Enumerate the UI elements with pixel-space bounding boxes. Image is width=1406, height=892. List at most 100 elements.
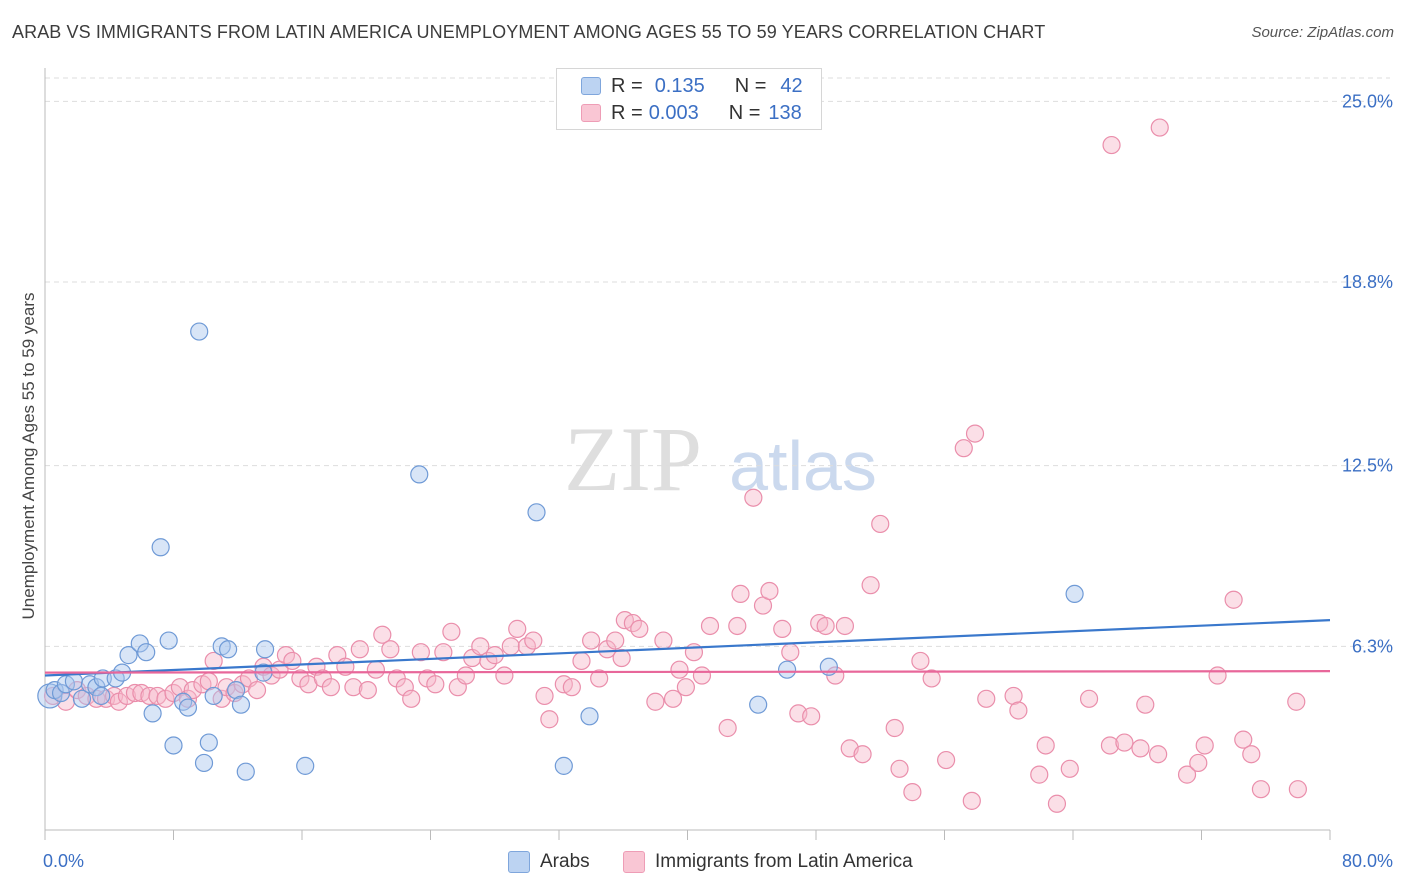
latam-point [835,616,855,636]
latam-point [700,616,720,636]
latam-point [1009,701,1028,720]
legend-item-latam[interactable]: Immigrants from Latin America [623,851,913,873]
latam-point [283,651,302,671]
latam-point [962,791,981,810]
latam-point [630,619,649,638]
latam-point [731,584,750,604]
latam-point [1131,739,1150,758]
latam-point [344,678,363,697]
latam-point [1030,765,1049,784]
latam-point [456,666,475,685]
arab-point [554,756,573,775]
latam-point [885,718,904,738]
latam-point [104,686,124,706]
arab-points [37,322,1084,781]
latam-point [612,648,631,668]
arab-point [72,689,92,708]
latam-point [402,689,421,708]
arab-point [296,756,315,775]
legend-item-arabs[interactable]: Arabs [508,851,590,873]
latam-point [247,680,267,700]
arab-point [255,640,275,659]
latam-point [1224,590,1243,609]
latam-point [562,678,581,697]
y-tick-labels: 6.3% 12.5% 18.8% 25.0% [1342,91,1393,656]
grid-lines [45,77,1390,647]
latam-point [1234,730,1253,749]
arab-point [219,640,238,659]
latam-point [1150,118,1169,137]
latam-point [903,783,922,802]
n-label: N = [734,74,767,97]
arab-point [137,643,156,662]
arab-point [164,736,183,755]
latam-point [381,640,400,659]
latam-point [922,669,941,688]
latam-point [434,643,453,662]
r-value: 0.003 [648,101,699,124]
latam-point [744,488,763,507]
latam-point [654,631,673,650]
latam-point [1149,745,1168,764]
watermark-zip: ZIP [564,408,702,510]
latam-point [524,631,543,650]
latam-trend-line [44,670,1331,674]
latam-points [43,118,1307,813]
legend-swatch-latam [581,104,601,122]
latam-point [802,707,821,726]
latam-point [366,660,385,679]
latam-point [1195,736,1214,755]
latam-point [395,678,414,697]
latam-point [977,689,996,708]
arab-point [204,686,223,706]
arab-trend-line [44,619,1331,677]
latam-point [911,651,930,671]
latam-point [183,680,202,700]
latam-point [1177,765,1197,784]
latam-point [204,651,223,671]
arab-point [236,762,255,781]
latam-point [1287,692,1306,711]
latam-point [1060,759,1079,778]
source-label: Source: ZipAtlas.com [1251,24,1394,41]
latam-point [861,576,880,595]
latam-point [871,514,890,534]
stats-legend: R = 0.135 N = 42 R = 0.003 N = 138 [556,68,822,130]
legend-row-arabs: R = 0.135 N = 42 [581,73,803,99]
latam-point [590,669,609,688]
latam-point [718,718,737,738]
arab-point [227,680,246,700]
latam-point [760,581,779,601]
n-value: 138 [768,101,802,124]
latam-point [1242,745,1261,764]
latam-point [373,625,392,644]
y-tick-label: 25.0% [1342,91,1393,111]
arab-point [1065,584,1084,604]
chart-title: ARAB VS IMMIGRANTS FROM LATIN AMERICA UN… [12,22,1046,42]
watermark: ZIP atlas [564,408,877,510]
legend-label: Immigrants from Latin America [655,851,913,872]
latam-point [321,678,341,697]
trend-lines [44,619,1331,677]
latam-point [890,759,909,778]
arab-point [410,465,429,484]
y-tick-label: 6.3% [1352,636,1393,656]
legend-swatch [623,851,645,873]
x-tick-label-min: 0.0% [43,851,85,871]
arab-point [92,686,111,706]
latam-point [816,616,835,636]
latam-point [692,666,712,685]
latam-point [676,678,695,697]
latam-point [1004,686,1023,706]
latam-point [1136,695,1155,714]
latam-point [1036,736,1055,755]
latam-point [1100,736,1120,755]
latam-point [1047,794,1067,813]
arab-point [190,322,209,341]
latam-point [1288,780,1307,799]
latam-point [853,745,872,764]
legend-row-latam: R = 0.003 N = 138 [581,100,802,126]
n-value: 42 [780,74,803,97]
arab-point [749,695,768,714]
latam-point [773,619,792,638]
